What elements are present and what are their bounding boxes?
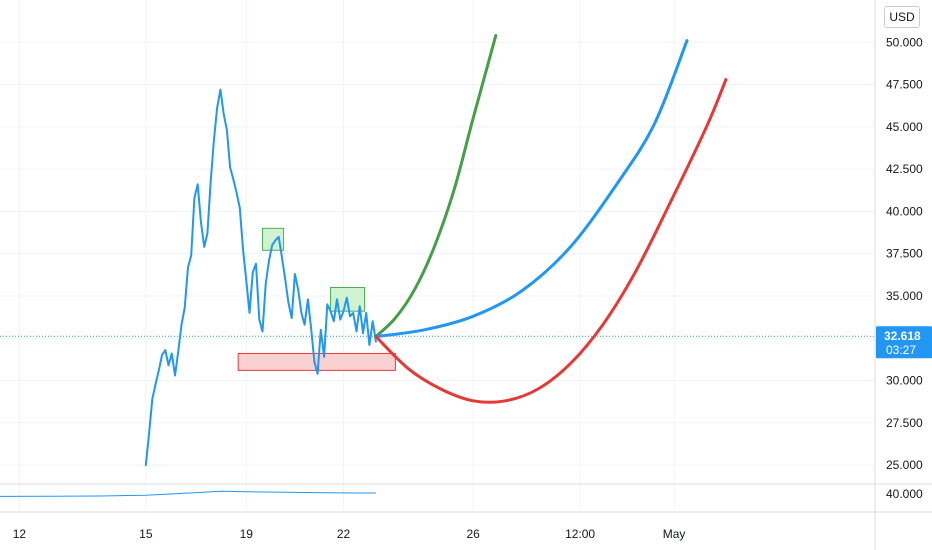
x-tick-label: 12:00 — [565, 527, 595, 541]
time-axis-corner — [876, 520, 932, 550]
y-tick-label: 42.500 — [886, 162, 923, 176]
volume-tick-label: 40.000 — [886, 487, 923, 501]
x-tick-label: 19 — [240, 527, 254, 541]
y-tick-label: 37.500 — [886, 247, 923, 261]
y-tick-label: 27.500 — [886, 416, 923, 430]
current-price-badge — [876, 326, 932, 359]
y-tick-label: 47.500 — [886, 78, 923, 92]
currency-label: USD — [889, 10, 915, 24]
currency-button[interactable]: USD — [884, 6, 920, 28]
y-tick-label: 50.000 — [886, 35, 923, 49]
projection-blue-line — [374, 39, 689, 339]
x-tick-label: 22 — [337, 527, 351, 541]
x-tick-label: 26 — [466, 527, 480, 541]
y-tick-label: 40.000 — [886, 204, 923, 218]
price-series-line — [144, 88, 377, 467]
x-tick-label: 15 — [139, 527, 153, 541]
axis-layer: 40.00025.00027.50030.00032.50035.00037.5… — [13, 10, 923, 541]
zone-green-0 — [262, 227, 285, 251]
y-tick-label: 30.000 — [886, 374, 923, 388]
y-tick-label: 35.000 — [886, 289, 923, 303]
x-tick-label: May — [663, 527, 686, 541]
projection-green-line — [374, 34, 498, 339]
current-price-label: 32.618 — [884, 329, 921, 343]
x-tick-label: 12 — [13, 527, 27, 541]
y-tick-label: 45.000 — [886, 120, 923, 134]
series-layer — [0, 34, 875, 467]
volume-layer — [0, 490, 376, 497]
countdown-label: 03:27 — [886, 343, 916, 357]
projection-red-line — [374, 78, 728, 404]
y-tick-label: 25.000 — [886, 458, 923, 472]
volume-series-line — [0, 490, 376, 497]
zones-layer — [237, 227, 396, 371]
